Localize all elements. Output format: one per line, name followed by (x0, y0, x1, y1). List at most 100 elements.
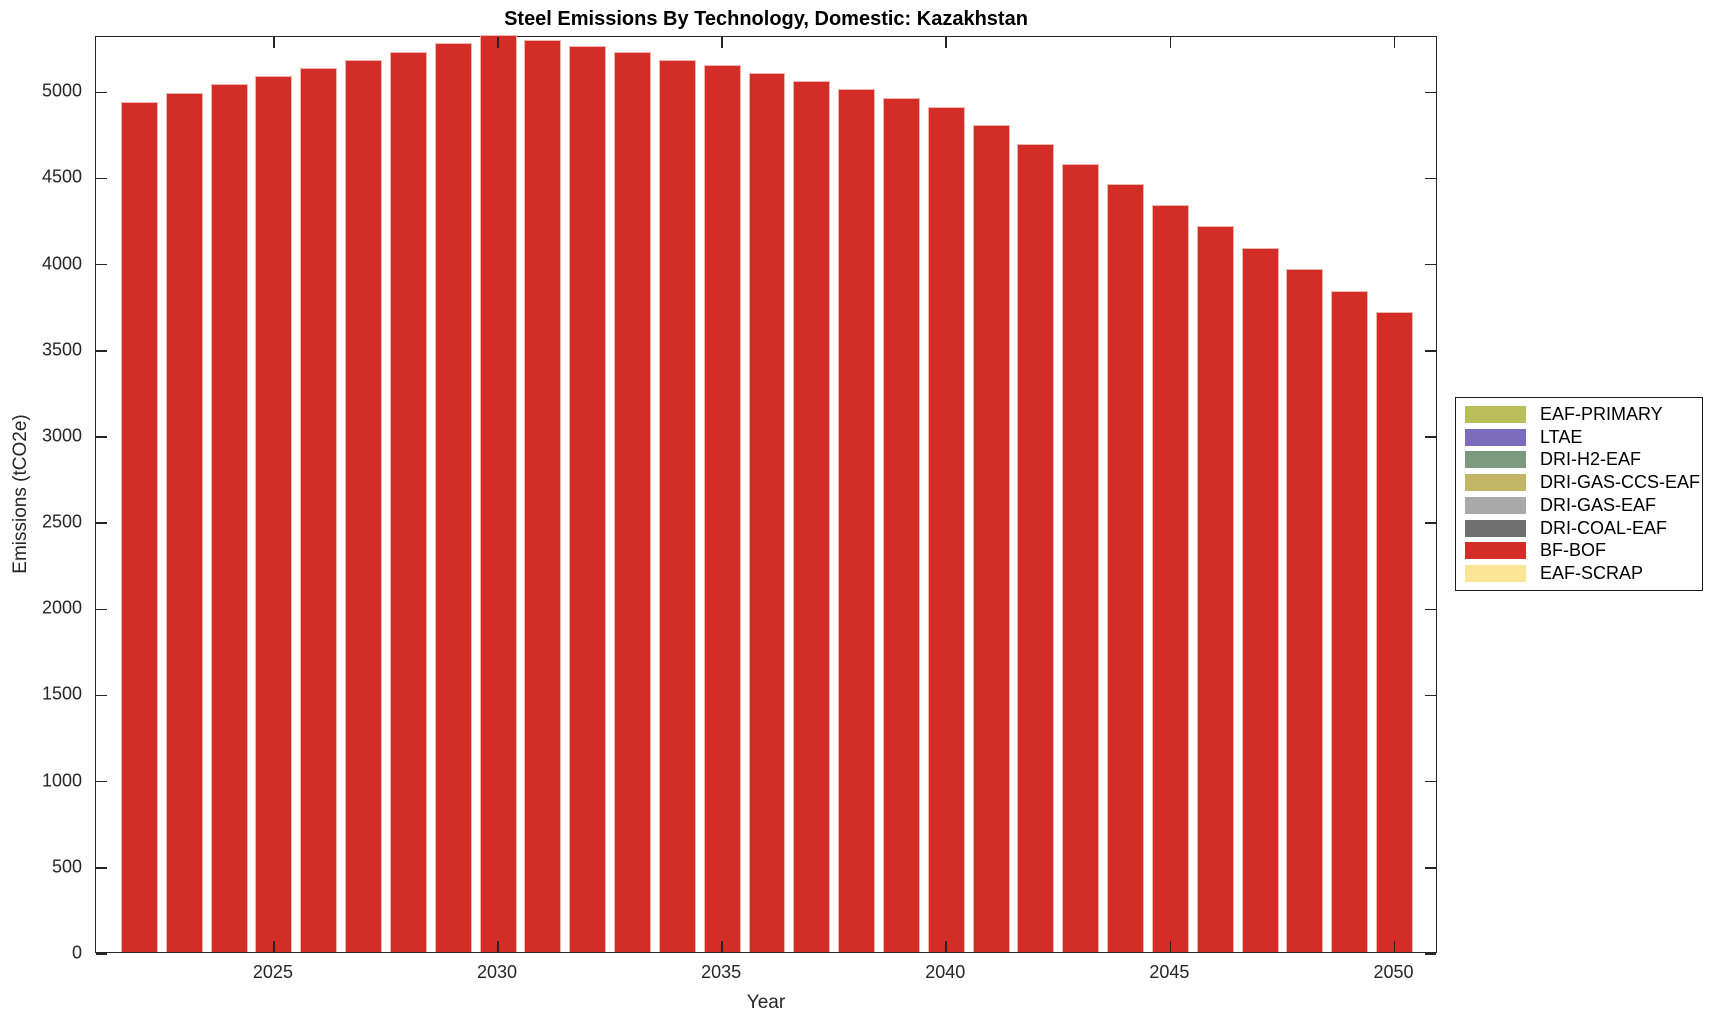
bar-2032 (569, 46, 607, 952)
x-tick-mark (721, 941, 723, 952)
y-tick-mark (96, 694, 107, 697)
y-tick-label-5000: 5000 (41, 80, 82, 101)
bar-2027 (345, 60, 383, 952)
chart-title: Steel Emissions By Technology, Domestic:… (504, 8, 1028, 30)
bar-2037 (793, 80, 831, 952)
legend-label: LTAE (1540, 426, 1583, 447)
x-tick-mark (497, 37, 499, 48)
y-tick-mark (96, 867, 107, 869)
y-tick-label-3500: 3500 (41, 339, 82, 360)
y-tick-mark (96, 350, 107, 352)
legend-swatch-icon (1465, 542, 1526, 560)
y-tick-mark (96, 263, 107, 266)
legend-label: EAF-SCRAP (1540, 563, 1644, 584)
bar-2030 (479, 35, 517, 952)
bar-2023 (165, 92, 203, 952)
y-tick-label-2500: 2500 (41, 511, 82, 532)
y-tick-mark (1425, 177, 1436, 180)
legend-box: EAF-PRIMARY LTAE DRI-H2-EAF DRI-GAS-CCS-EAF… (1455, 397, 1703, 591)
x-tick-mark (1393, 941, 1396, 952)
legend-label: DRI-COAL-EAF (1540, 517, 1668, 538)
legend-item-eaf-scrap: EAF-SCRAP (1465, 563, 1702, 585)
bar-2046 (1196, 225, 1234, 952)
y-tick-label-4000: 4000 (41, 253, 82, 274)
legend-label: DRI-GAS-CCS-EAF (1540, 472, 1701, 493)
bar-2041 (972, 125, 1010, 952)
bar-2043 (1062, 164, 1100, 952)
bar-2024 (210, 84, 248, 952)
bar-2049 (1331, 290, 1369, 952)
bar-2033 (614, 52, 651, 952)
bar-2028 (389, 51, 427, 952)
bar-2040 (927, 106, 965, 952)
legend-label: DRI-H2-EAF (1540, 449, 1642, 470)
y-tick-label-1500: 1500 (41, 683, 82, 704)
y-tick-mark (96, 436, 107, 438)
legend-swatch-icon (1465, 474, 1526, 492)
legend-item-bf-bof: BF-BOF (1465, 540, 1702, 562)
x-tick-label-2050: 2050 (1373, 962, 1414, 982)
y-tick-label-4500: 4500 (41, 166, 82, 187)
x-tick-label-2040: 2040 (925, 962, 966, 982)
legend-swatch-icon (1465, 451, 1526, 469)
x-tick-label-2035: 2035 (701, 962, 742, 982)
bar-2039 (882, 97, 920, 952)
legend-swatch-icon (1465, 496, 1526, 514)
x-tick-label-2025: 2025 (252, 962, 293, 982)
x-tick-mark (945, 941, 948, 952)
y-tick-mark (1425, 867, 1436, 869)
bar-2050 (1376, 311, 1413, 952)
legend-swatch-icon (1465, 519, 1526, 537)
y-tick-mark (1425, 91, 1436, 94)
bar-2022 (120, 101, 158, 952)
legend-item-dri-h2-eaf: DRI-H2-EAF (1465, 449, 1702, 471)
x-tick-mark (273, 941, 275, 952)
y-tick-mark (1425, 608, 1436, 611)
x-tick-mark (497, 941, 499, 952)
x-tick-mark (1169, 941, 1172, 952)
bar-2026 (300, 68, 338, 952)
bar-2036 (748, 72, 786, 952)
bar-2047 (1241, 247, 1279, 952)
y-tick-mark (96, 608, 107, 611)
y-tick-mark (96, 522, 107, 524)
bar-2035 (703, 65, 741, 952)
bar-2031 (524, 40, 562, 952)
y-tick-label-500: 500 (51, 856, 82, 877)
y-tick-mark (1425, 522, 1436, 524)
x-axis-label: Year (746, 992, 786, 1013)
x-tick-mark (721, 37, 723, 48)
y-axis-label: Emissions (tCO2e) (10, 414, 31, 574)
x-tick-mark (945, 37, 948, 48)
legend-item-dri-coal-eaf: DRI-COAL-EAF (1465, 517, 1702, 539)
legend-item-dri-gas-eaf: DRI-GAS-EAF (1465, 494, 1702, 516)
y-tick-label-1000: 1000 (41, 770, 82, 791)
legend-swatch-icon (1465, 428, 1526, 446)
y-tick-mark (1425, 694, 1436, 697)
y-tick-mark (1425, 780, 1436, 783)
bar-2042 (1017, 144, 1055, 952)
bar-2044 (1107, 184, 1145, 952)
legend-label: EAF-PRIMARY (1540, 403, 1663, 424)
y-tick-label-0: 0 (71, 942, 82, 963)
legend-swatch-icon (1465, 565, 1526, 583)
bar-2048 (1286, 268, 1324, 952)
legend-swatch-icon (1465, 405, 1526, 423)
bar-2029 (434, 43, 472, 952)
y-tick-mark (1425, 436, 1436, 438)
x-tick-mark (273, 37, 275, 48)
x-tick-mark (1393, 37, 1396, 48)
legend-item-dri-gas-ccs-eaf: DRI-GAS-CCS-EAF (1465, 472, 1702, 494)
y-tick-mark (96, 91, 107, 94)
y-tick-mark (1425, 953, 1436, 955)
y-tick-mark (96, 177, 107, 180)
y-tick-mark (96, 953, 107, 955)
x-tick-label-2030: 2030 (477, 962, 518, 982)
x-tick-mark (1169, 37, 1172, 48)
y-tick-label-3000: 3000 (41, 425, 82, 446)
bar-2038 (838, 88, 876, 952)
y-tick-label-2000: 2000 (41, 597, 82, 618)
y-tick-mark (96, 780, 107, 783)
plot-area (95, 35, 1437, 955)
